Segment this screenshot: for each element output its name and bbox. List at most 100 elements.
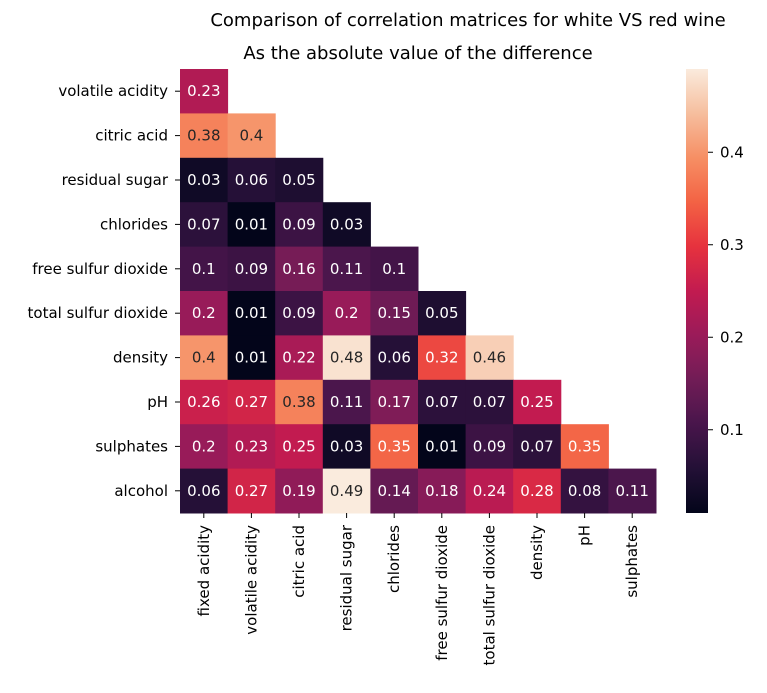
heatmap-cell (275, 335, 324, 381)
x-tick-label: total sulfur dioxide (480, 525, 498, 665)
colorbar-tick-label: 0.1 (720, 421, 744, 439)
y-tick-label: sulphates (95, 437, 168, 455)
heatmap-cell (227, 246, 276, 292)
heatmap-cell (227, 157, 276, 203)
heatmap-cell (322, 246, 371, 292)
cell-value-label: 0.09 (235, 260, 268, 278)
chart-subtitle: As the absolute value of the difference (243, 43, 592, 64)
cell-value-label: 0.07 (425, 393, 458, 411)
cell-value-label: 0.01 (235, 349, 268, 367)
heatmap-cell (513, 424, 562, 470)
cell-value-label: 0.19 (282, 482, 315, 500)
cell-value-label: 0.2 (192, 437, 216, 455)
x-tick-label: fixed acidity (195, 525, 213, 617)
cell-value-label: 0.05 (282, 171, 315, 189)
y-tick-label: chlorides (100, 215, 168, 233)
heatmap-cell (275, 468, 324, 514)
x-tick-label: free sulfur dioxide (433, 525, 451, 661)
colorbar-tick-label: 0.2 (720, 328, 744, 346)
heatmap-cell (370, 424, 419, 470)
heatmap-cell (180, 69, 229, 114)
heatmap-cell (227, 335, 276, 381)
cell-value-label: 0.07 (520, 437, 553, 455)
x-tick-label: density (528, 525, 546, 580)
heatmap-cell (322, 468, 371, 514)
cell-value-label: 0.27 (235, 482, 268, 500)
cell-value-label: 0.01 (235, 215, 268, 233)
y-tick-label: total sulfur dioxide (28, 304, 168, 322)
heatmap-cell (322, 202, 371, 248)
heatmap-cell (322, 291, 371, 336)
y-tick-label: free sulfur dioxide (32, 260, 168, 278)
heatmap-cell (180, 379, 229, 425)
heatmap-cell (322, 335, 371, 381)
heatmap-cell (418, 379, 467, 425)
heatmap-cell (560, 424, 609, 470)
cell-value-label: 0.16 (282, 260, 315, 278)
x-tick-label: citric acid (290, 525, 308, 598)
heatmap-cell (275, 291, 324, 336)
cell-value-label: 0.06 (235, 171, 268, 189)
cell-value-label: 0.03 (330, 437, 363, 455)
chart-title: Comparison of correlation matrices for w… (210, 10, 725, 31)
heatmap-cell (275, 379, 324, 425)
heatmap-cell (465, 379, 514, 425)
cell-value-label: 0.38 (282, 393, 315, 411)
cell-value-label: 0.4 (192, 349, 216, 367)
cell-value-label: 0.08 (568, 482, 601, 500)
colorbar-tick-label: 0.4 (720, 143, 744, 161)
x-tick-label: chlorides (385, 525, 403, 593)
cell-value-label: 0.09 (282, 215, 315, 233)
x-tick-label: volatile acidity (242, 525, 260, 635)
cell-value-label: 0.06 (377, 349, 410, 367)
cell-value-label: 0.15 (377, 304, 410, 322)
cell-value-label: 0.32 (425, 349, 458, 367)
heatmap-cell (275, 424, 324, 470)
cell-value-label: 0.05 (425, 304, 458, 322)
heatmap-cell (275, 157, 324, 203)
y-tick-label: citric acid (95, 127, 168, 145)
heatmap-cell (180, 246, 229, 292)
cell-value-label: 0.38 (187, 127, 220, 145)
cell-value-label: 0.48 (330, 349, 363, 367)
cell-value-label: 0.35 (377, 437, 410, 455)
heatmap-cell (370, 468, 419, 514)
cell-value-label: 0.03 (330, 215, 363, 233)
x-tick-labels: fixed acidity volatile acidity citric acid… (195, 513, 641, 665)
cell-value-label: 0.27 (235, 393, 268, 411)
heatmap-cell (180, 335, 229, 381)
cell-value-label: 0.03 (187, 171, 220, 189)
cell-value-label: 0.26 (187, 393, 220, 411)
heatmap-cell (227, 424, 276, 470)
cell-value-label: 0.11 (615, 482, 648, 500)
colorbar-gradient (686, 69, 708, 513)
cell-value-label: 0.17 (377, 393, 410, 411)
heatmap-cell (418, 291, 467, 336)
cell-value-label: 0.14 (377, 482, 410, 500)
cell-value-label: 0.06 (187, 482, 220, 500)
heatmap-cell (322, 424, 371, 470)
heatmap-cell (418, 335, 467, 381)
cell-value-label: 0.49 (330, 482, 363, 500)
x-tick-label: pH (576, 525, 594, 546)
heatmap-cell (370, 246, 419, 292)
heatmap-cell (180, 424, 229, 470)
y-tick-label: alcohol (114, 482, 168, 500)
heatmap-cell (275, 202, 324, 248)
heatmap-cell (180, 202, 229, 248)
x-tick-label: sulphates (623, 525, 641, 598)
cell-value-label: 0.01 (425, 437, 458, 455)
heatmap-cell (227, 113, 276, 159)
cell-value-label: 0.46 (473, 349, 506, 367)
heatmap-cell (418, 468, 467, 514)
heatmap-cell (370, 379, 419, 425)
heatmap-cell (465, 424, 514, 470)
cell-value-label: 0.1 (192, 260, 216, 278)
cell-value-label: 0.4 (239, 127, 263, 145)
cell-value-label: 0.07 (187, 215, 220, 233)
cell-value-label: 0.24 (473, 482, 506, 500)
cell-value-label: 0.22 (282, 349, 315, 367)
heatmap-cell (513, 379, 562, 425)
cell-value-label: 0.25 (520, 393, 553, 411)
